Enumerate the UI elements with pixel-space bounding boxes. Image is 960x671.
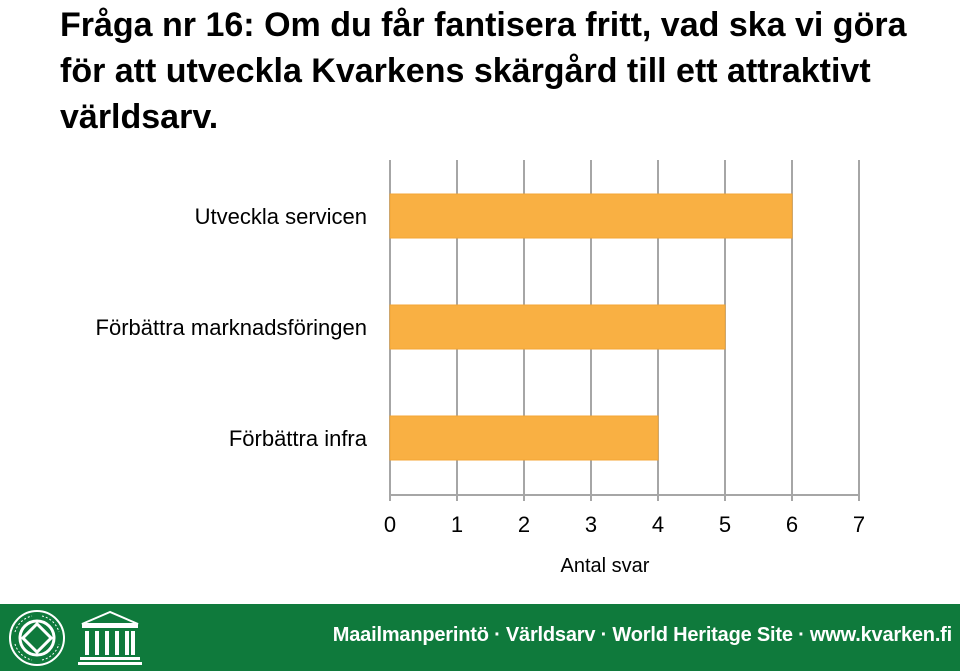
bar xyxy=(389,415,659,461)
x-axis-title: Antal svar xyxy=(561,555,650,577)
category-label: Förbättra infra xyxy=(229,426,368,451)
x-tick-label: 2 xyxy=(518,512,530,537)
x-tick-label: 5 xyxy=(719,512,731,537)
bar-chart: 0 1 2 3 4 5 6 7 Utveckla servicen Förbättra mark… xyxy=(96,160,865,577)
footer-slogan: Maailmanperintö · Världsarv · World Heri… xyxy=(332,624,952,646)
x-tick-label: 6 xyxy=(786,512,798,537)
bar xyxy=(389,193,793,239)
bar xyxy=(389,304,726,350)
unesco-temple-icon xyxy=(78,610,142,665)
chart-title: Fråga nr 16: Om du får fantisera fritt, … xyxy=(60,6,907,136)
x-tick-label: 0 xyxy=(384,512,396,537)
footer-bar: Maailmanperintö · Världsarv · World Heri… xyxy=(0,604,960,671)
x-tick-label: 3 xyxy=(585,512,597,537)
category-labels: Utveckla servicen Förbättra marknadsförin… xyxy=(96,204,368,451)
x-axis: 0 1 2 3 4 5 6 7 xyxy=(384,494,865,537)
x-tick-label: 4 xyxy=(652,512,664,537)
x-tick-label: 1 xyxy=(451,512,463,537)
x-tick-label: 7 xyxy=(853,512,865,537)
category-label: Förbättra marknadsföringen xyxy=(96,315,367,340)
bars xyxy=(389,193,793,461)
category-label: Utveckla servicen xyxy=(195,204,367,229)
world-heritage-emblem-icon xyxy=(9,610,65,666)
